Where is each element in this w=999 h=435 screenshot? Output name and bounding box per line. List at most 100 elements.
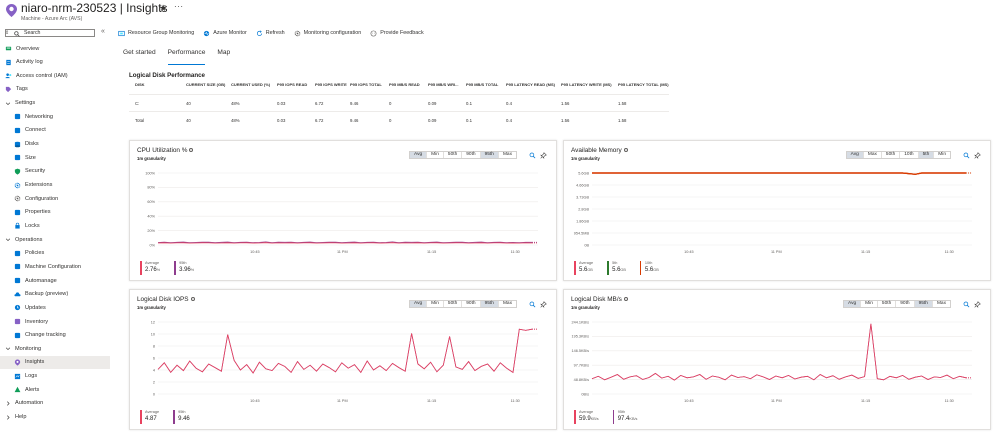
legend-item-average[interactable]: Average 5.6GB (574, 261, 593, 275)
tab-map[interactable]: Map (217, 49, 231, 56)
legend-item-95th[interactable]: 95th 97.4KB/s (612, 410, 637, 424)
column-header[interactable]: DISK (135, 82, 145, 87)
aggregation-95th-button[interactable]: 95th (480, 152, 499, 158)
sidebar-item-automanage[interactable]: Automanage (0, 274, 110, 287)
sidebar-item-insights[interactable]: Insights (0, 355, 110, 369)
aggregation-max-button[interactable]: Max (502, 301, 512, 306)
zoom-icon[interactable] (963, 301, 970, 308)
search-input[interactable] (24, 30, 94, 36)
monitoring-configuration-button[interactable]: Monitoring configuration (294, 30, 361, 37)
column-header[interactable]: CURRENT SIZE (GB) (186, 82, 226, 87)
sidebar-item-logs[interactable]: Logs (0, 370, 110, 383)
legend-item-10th[interactable]: 10th 5.6GB (639, 261, 659, 275)
aggregation-50th-button[interactable]: 50th (882, 152, 901, 158)
zoom-icon[interactable] (529, 152, 536, 159)
azure-monitor-button[interactable]: Azure Monitor (203, 30, 247, 37)
sidebar-item-size[interactable]: Size (0, 151, 110, 164)
aggregation-avg-button[interactable]: Avg (843, 301, 862, 307)
chart-plot[interactable]: 100% 80% 60% 40% 20% 0% 10:45 11 PM 11:15 11:30 (130, 141, 558, 282)
aggregation-95th-button[interactable]: 95th (914, 301, 933, 307)
sidebar-item-settings[interactable]: Settings (0, 97, 110, 110)
aggregation-min-button[interactable]: Min (427, 152, 444, 158)
aggregation-50th-button[interactable]: 50th (444, 152, 463, 158)
sidebar-item-backup-preview[interactable]: Backup (preview) (0, 288, 110, 301)
aggregation-max-button[interactable]: Max (864, 152, 882, 158)
more-options-button[interactable]: ··· (174, 2, 184, 11)
chart-plot[interactable]: 244.1KB/s 195.3KB/s 146.5KB/s 97.7KB/s 48.8K… (564, 290, 992, 431)
sidebar-item-access-control-iam[interactable]: Access control (IAM) (0, 69, 110, 82)
aggregation-avg-button[interactable]: Avg (409, 152, 428, 158)
column-header[interactable]: P95 MB/s WRI... (428, 82, 459, 87)
favorite-star-icon[interactable]: ★ (159, 3, 168, 13)
info-icon[interactable] (623, 148, 628, 153)
sidebar-item-policies[interactable]: Policies (0, 247, 110, 260)
aggregation-90th-button[interactable]: 90th (462, 152, 481, 158)
column-header[interactable]: P95 IOPs READ (277, 82, 308, 87)
pin-icon[interactable] (540, 301, 547, 308)
legend-item-average[interactable]: Average 59.9KB/s (574, 410, 599, 424)
sidebar-item-tags[interactable]: Tags (0, 83, 110, 96)
column-header[interactable]: P95 LATENCY READ (ms) (506, 82, 555, 87)
info-icon[interactable] (190, 297, 195, 302)
sidebar-item-inventory[interactable]: Inventory (0, 315, 110, 328)
aggregation-avg-button[interactable]: Avg (409, 301, 428, 307)
column-header[interactable]: P95 LATENCY WRITE (ms) (561, 82, 612, 87)
pin-icon[interactable] (540, 152, 547, 159)
column-header[interactable]: P95 IOPs WRITE (315, 82, 347, 87)
aggregation-95th-button[interactable]: 95th (480, 301, 499, 307)
sidebar-search-box[interactable]: ⇕ (5, 29, 95, 37)
info-icon[interactable] (189, 148, 194, 153)
legend-item-95th[interactable]: 95th 3.96% (174, 261, 194, 275)
aggregation-90th-button[interactable]: 90th (896, 301, 915, 307)
aggregation-min-button[interactable]: Min (427, 301, 444, 307)
sidebar-item-monitoring[interactable]: Monitoring (0, 342, 110, 355)
sidebar-item-machine-configuration[interactable]: Machine Configuration (0, 260, 110, 273)
legend-item-95th[interactable]: 95th 9.46 (173, 410, 190, 424)
sort-icon[interactable]: ⇕ (5, 30, 10, 36)
column-header[interactable]: P95 IOPs TOTAL (350, 82, 382, 87)
sidebar-item-activity-log[interactable]: Activity log (0, 56, 110, 69)
sidebar-item-security[interactable]: Security (0, 165, 110, 178)
aggregation-50th-button[interactable]: 50th (444, 301, 463, 307)
aggregation-90th-button[interactable]: 90th (462, 301, 481, 307)
zoom-icon[interactable] (529, 301, 536, 308)
sidebar-item-configuration[interactable]: Configuration (0, 192, 110, 205)
zoom-icon[interactable] (963, 152, 970, 159)
sidebar-item-networking[interactable]: Networking (0, 110, 110, 123)
legend-item-5th[interactable]: 5th 5.6GB (607, 261, 626, 275)
legend-item-average[interactable]: Average 4.87 (140, 410, 159, 424)
sidebar-item-connect[interactable]: Connect (0, 124, 110, 137)
sidebar-item-properties[interactable]: Properties (0, 206, 110, 219)
column-header[interactable]: P95 LATENCY TOTAL (ms) (618, 82, 669, 87)
aggregation-50th-button[interactable]: 50th (878, 301, 897, 307)
legend-item-average[interactable]: Average 2.76% (140, 261, 160, 275)
sidebar-item-overview[interactable]: Overview (0, 42, 110, 55)
aggregation-10th-button[interactable]: 10th (900, 152, 919, 158)
aggregation-min-button[interactable]: Min (861, 301, 878, 307)
provide-feedback-button[interactable]: Provide Feedback (370, 30, 424, 37)
sidebar-item-alerts[interactable]: Alerts (0, 383, 110, 396)
aggregation-max-button[interactable]: Max (502, 152, 512, 157)
sidebar-item-change-tracking[interactable]: Change tracking (0, 329, 110, 342)
aggregation-min-button[interactable]: Min (938, 152, 946, 157)
aggregation-max-button[interactable]: Max (936, 301, 946, 306)
info-icon[interactable] (623, 297, 628, 302)
tab-performance[interactable]: Performance (167, 49, 205, 65)
sidebar-item-disks[interactable]: Disks (0, 138, 110, 151)
tab-get-started[interactable]: Get started (123, 49, 156, 56)
column-header[interactable]: CURRENT USED (%) (231, 82, 271, 87)
pin-icon[interactable] (974, 301, 981, 308)
aggregation-avg-button[interactable]: Avg (846, 152, 864, 158)
sidebar-item-extensions[interactable]: Extensions (0, 179, 110, 192)
collapse-sidebar-button[interactable]: « (101, 28, 105, 35)
refresh-button[interactable]: Refresh (256, 29, 285, 37)
sidebar-item-automation[interactable]: Automation (0, 397, 110, 410)
chart-plot[interactable]: 12 10 8 6 4 2 0 10:45 11 PM 11:15 11:30 (130, 290, 558, 431)
chart-plot[interactable]: 5.6GB4.66GB3.73GB2.8GB1.86GB954.5MB0B10:… (564, 141, 992, 282)
sidebar-item-operations[interactable]: Operations (0, 233, 110, 246)
pin-icon[interactable] (974, 152, 981, 159)
aggregation-5th-button[interactable]: 5th (918, 152, 935, 158)
column-header[interactable]: P95 MB/s TOTAL (466, 82, 499, 87)
resource-group-monitoring-button[interactable]: Resource Group Monitoring (118, 30, 194, 37)
sidebar-item-updates[interactable]: Updates (0, 301, 110, 314)
